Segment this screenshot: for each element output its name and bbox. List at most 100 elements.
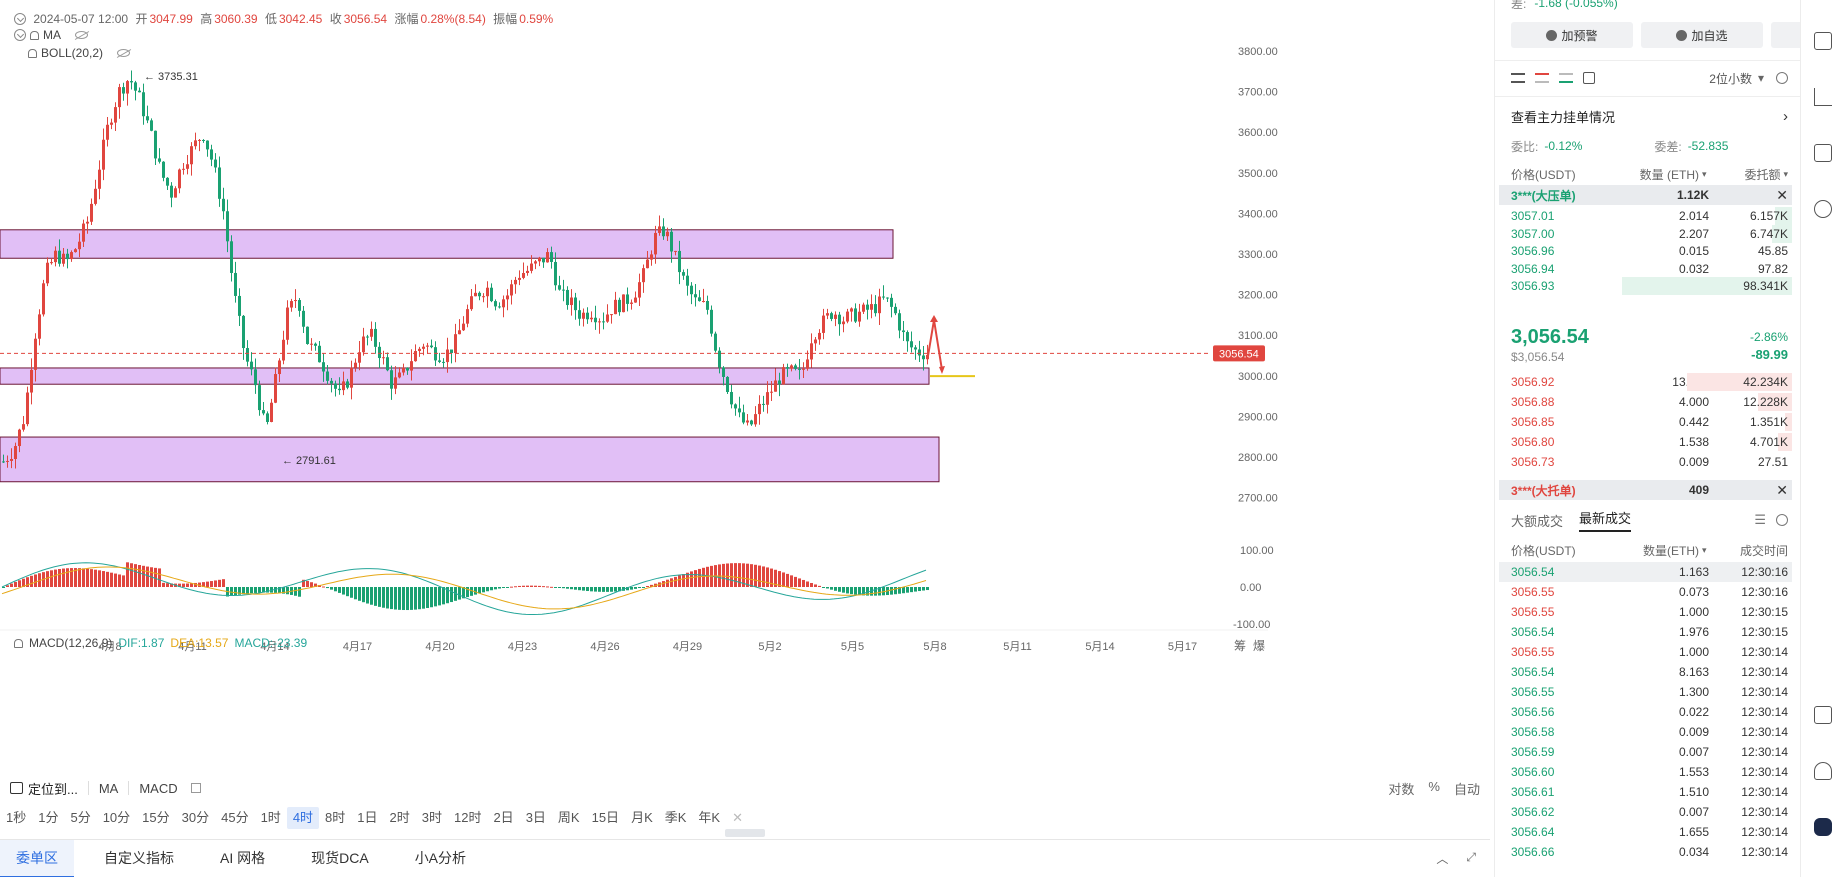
chevron-down-icon[interactable]: ▾ xyxy=(1757,71,1764,85)
trade-row[interactable]: 3056.56 0.022 12:30:14 xyxy=(1499,702,1792,722)
interval-option[interactable]: 12时 xyxy=(453,810,482,825)
bid-row[interactable]: 3056.80 1.538 4.701K xyxy=(1499,432,1792,452)
interval-option[interactable]: 2时 xyxy=(389,810,410,825)
chart-icon[interactable] xyxy=(1814,144,1832,162)
ask-row[interactable]: 3056.94 0.032 97.82 xyxy=(1499,259,1792,279)
ask-wall-row[interactable]: 3***(大压单) 1.12K ✕ xyxy=(1499,185,1792,205)
close-icon[interactable]: ✕ xyxy=(1776,481,1788,498)
filter-icon[interactable]: ☰ xyxy=(1754,512,1766,527)
bell-icon[interactable] xyxy=(30,30,39,40)
percent-scale-toggle[interactable]: % xyxy=(1428,778,1440,794)
exchange-icon[interactable] xyxy=(1814,200,1832,218)
chart-area[interactable]: 3800.00 3700.00 3600.00 3500.00 3400.00 3300.… xyxy=(0,0,1490,775)
trade-row[interactable]: 3056.55 1.000 12:30:14 xyxy=(1499,642,1792,662)
ask-row[interactable]: 3057.01 2.014 6.157K xyxy=(1499,206,1792,226)
col-qty[interactable]: 数量 (ETH) xyxy=(1639,167,1699,182)
book-bid-icon[interactable] xyxy=(1559,73,1573,83)
interval-option[interactable]: 2日 xyxy=(493,810,514,825)
bottom-tab[interactable]: 小A分析 xyxy=(414,849,467,866)
ask-row[interactable]: 3056.96 0.015 45.85 xyxy=(1499,241,1792,261)
interval-option[interactable]: 1秒 xyxy=(6,810,27,825)
collapse-icon[interactable] xyxy=(14,13,26,25)
bid-row[interactable]: 3056.88 4.000 12.228K xyxy=(1499,392,1792,412)
tab-latest-trades[interactable]: 最新成交 xyxy=(1579,508,1632,532)
interval-option[interactable]: 3时 xyxy=(421,810,442,825)
trade-row[interactable]: 3056.54 8.163 12:30:14 xyxy=(1499,662,1792,682)
book-both-icon[interactable] xyxy=(1511,73,1525,83)
trade-row[interactable]: 3056.64 1.655 12:30:14 xyxy=(1499,822,1792,842)
trade-row[interactable]: 3056.59 0.007 12:30:14 xyxy=(1499,742,1792,762)
trade-row[interactable]: 3056.55 1.000 12:30:15 xyxy=(1499,602,1792,622)
locate-button[interactable]: 定位到... xyxy=(0,779,88,798)
interval-option[interactable]: 5分 xyxy=(70,810,91,825)
interval-option[interactable]: 1分 xyxy=(38,810,59,825)
precision-select[interactable]: 2位小数 xyxy=(1709,71,1752,86)
bottom-tab[interactable]: 现货DCA xyxy=(311,849,369,866)
trade-row[interactable]: 3056.61 1.510 12:30:14 xyxy=(1499,782,1792,802)
bottom-tab[interactable]: AI 网格 xyxy=(220,849,266,866)
col-trade-qty[interactable]: 数量(ETH) xyxy=(1643,543,1699,558)
trade-row[interactable]: 3056.60 1.553 12:30:14 xyxy=(1499,762,1792,782)
interval-option[interactable]: 4时 xyxy=(286,807,320,829)
close-icon[interactable]: ✕ xyxy=(1776,186,1788,203)
book-depth-icon[interactable] xyxy=(1583,72,1595,84)
log-scale-toggle[interactable]: 对数 xyxy=(1388,781,1415,797)
interval-option[interactable]: 季K xyxy=(664,810,687,825)
macd-toggle[interactable]: MACD xyxy=(129,781,210,796)
ask-row[interactable]: 3057.00 2.207 6.747K xyxy=(1499,224,1792,244)
interval-option[interactable]: 45分 xyxy=(221,810,249,825)
dollar-doc-icon[interactable] xyxy=(1814,32,1832,50)
trade-row[interactable]: 3056.55 0.073 12:30:16 xyxy=(1499,582,1792,602)
eye-hidden-icon[interactable] xyxy=(75,31,88,39)
resize-handle[interactable] xyxy=(725,829,765,837)
add-watchlist-button[interactable]: 加自选 xyxy=(1641,22,1763,48)
trend-icon[interactable] xyxy=(1814,88,1832,106)
bid-wall-row[interactable]: 3***(大托单) 409 ✕ xyxy=(1499,480,1792,500)
expand-icon[interactable]: ⤢ xyxy=(1466,850,1476,864)
add-alert-button[interactable]: 加预警 xyxy=(1511,22,1633,48)
sort-icon[interactable]: ▾ xyxy=(1783,168,1788,179)
auto-scale-toggle[interactable]: 自动 xyxy=(1453,781,1480,797)
ma-toggle[interactable]: MA xyxy=(89,781,129,796)
interval-option[interactable]: 3日 xyxy=(525,810,546,825)
bid-row[interactable]: 3056.73 0.009 27.51 xyxy=(1499,452,1792,472)
tab-large-trades[interactable]: 大额成交 xyxy=(1511,513,1564,529)
trade-row[interactable]: 3056.62 0.007 12:30:14 xyxy=(1499,802,1792,822)
trade-row[interactable]: 3056.55 1.300 12:30:14 xyxy=(1499,682,1792,702)
sort-icon[interactable]: ▾ xyxy=(1702,168,1707,179)
sort-icon[interactable]: ▾ xyxy=(1702,544,1707,555)
interval-option[interactable]: 年K xyxy=(698,810,721,825)
interval-option[interactable]: 8时 xyxy=(325,810,346,825)
boll-indicator-row[interactable]: BOLL(20,2) xyxy=(28,46,131,60)
trade-row[interactable]: 3056.66 0.034 12:30:14 xyxy=(1499,842,1792,862)
layout-icon[interactable] xyxy=(1814,706,1832,724)
bid-row[interactable]: 3056.85 0.442 1.351K xyxy=(1499,412,1792,432)
close-icon[interactable]: ✕ xyxy=(732,810,743,825)
headset-icon[interactable] xyxy=(1814,762,1832,780)
bell-icon[interactable] xyxy=(28,48,37,58)
ma-indicator-row[interactable]: MA xyxy=(14,28,88,42)
kline-chart[interactable]: 3800.00 3700.00 3600.00 3500.00 3400.00 3300.… xyxy=(0,0,1490,775)
bell-icon[interactable] xyxy=(14,638,23,648)
trade-row[interactable]: 3056.54 1.976 12:30:15 xyxy=(1499,622,1792,642)
interval-option[interactable]: 1日 xyxy=(357,810,378,825)
interval-option[interactable]: 周K xyxy=(557,810,580,825)
trade-row[interactable]: 3056.58 0.009 12:30:14 xyxy=(1499,722,1792,742)
robot-assistant-icon[interactable] xyxy=(1814,818,1832,836)
interval-option[interactable]: 15分 xyxy=(142,810,170,825)
interval-option[interactable]: 月K xyxy=(631,810,653,825)
edit-icon[interactable] xyxy=(190,783,201,793)
book-ask-icon[interactable] xyxy=(1535,73,1549,83)
bottom-tab[interactable]: 自定义指标 xyxy=(104,849,174,866)
bottom-tab[interactable]: 委单区 xyxy=(0,839,74,877)
major-orders-link[interactable]: 查看主力挂单情况 › xyxy=(1511,106,1788,126)
chevron-up-icon[interactable]: ︿ xyxy=(1436,852,1449,866)
interval-option[interactable]: 10分 xyxy=(102,810,131,825)
interval-option[interactable]: 30分 xyxy=(181,810,210,825)
interval-option[interactable]: 15日 xyxy=(591,810,620,825)
eye-hidden-icon[interactable] xyxy=(117,49,131,57)
col-total[interactable]: 委托额 xyxy=(1744,167,1781,182)
interval-option[interactable]: 1时 xyxy=(260,810,281,825)
bid-row[interactable]: 3056.9213.81642.234K xyxy=(1499,372,1792,392)
collapse-icon[interactable] xyxy=(14,29,26,41)
